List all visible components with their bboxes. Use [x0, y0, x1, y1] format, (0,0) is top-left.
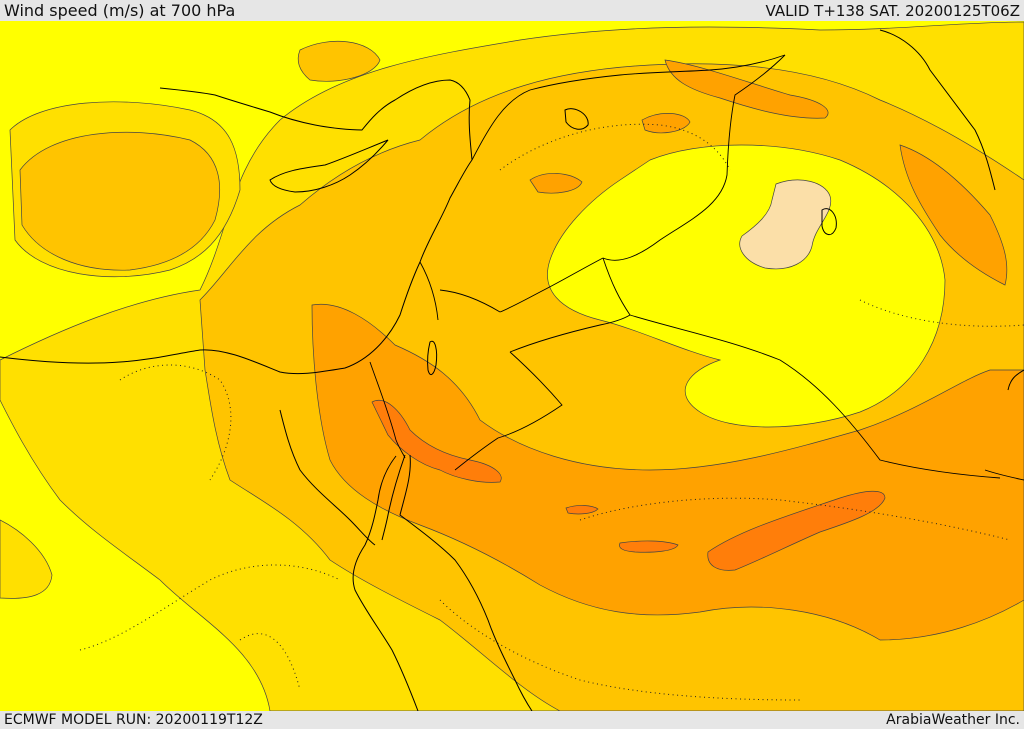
border-jordan-iraq: [454, 351, 563, 471]
band-high-patch-2: [641, 113, 691, 134]
header-bar: Wind speed (m/s) at 700 hPa VALID T+138 …: [0, 0, 1024, 21]
band-high-patch-1: [529, 173, 583, 194]
coastline-lake-urmia: [821, 208, 837, 235]
coastline-gulf-of-suez: [279, 409, 376, 546]
coastline-mediterranean-south: [0, 159, 473, 375]
band-low-southwest: [0, 519, 53, 599]
calm-area: [739, 179, 832, 270]
band-high: [311, 303, 1024, 641]
band-medium-north: [297, 40, 381, 82]
wind-speed-map: [0, 21, 1024, 711]
low-wind-core: [547, 144, 946, 428]
band-highest-patch-2: [565, 505, 599, 515]
border-egypt-israel: [369, 361, 406, 459]
border-syria-turkey: [471, 54, 786, 161]
model-run-label: ECMWF MODEL RUN: 20200119T12Z: [4, 712, 263, 728]
coastline-red-sea-east: [399, 454, 533, 711]
band-highest: [371, 400, 502, 483]
credit-label: ArabiaWeather Inc.: [886, 712, 1020, 728]
coastline-cyprus: [269, 139, 389, 193]
band-high-northeast: [899, 144, 1008, 286]
border-kuwait: [984, 469, 1024, 481]
band-highest-east: [707, 490, 886, 571]
isotach-dotted-7: [239, 633, 301, 691]
band-medium-west: [19, 131, 220, 271]
isotach-dotted-5: [439, 599, 801, 701]
band-high-north: [664, 59, 829, 119]
border-jordan-saudi: [439, 257, 631, 353]
coastline-gulf-of-aqaba: [381, 454, 406, 541]
border-west-bank: [419, 261, 439, 321]
map-title: Wind speed (m/s) at 700 hPa: [4, 1, 236, 20]
band-highest-patch-1: [619, 540, 679, 553]
coastline-turkey: [159, 79, 473, 161]
border-iraq-iran: [602, 54, 786, 261]
coastline-red-sea-west: [352, 455, 419, 711]
footer-bar: ECMWF MODEL RUN: 20200119T12Z ArabiaWeat…: [0, 711, 1024, 729]
border-syria-iraq: [499, 257, 604, 313]
isotach-dotted-2: [119, 364, 232, 481]
coastline-lake-van: [564, 108, 589, 130]
coastline-persian-gulf: [1007, 369, 1024, 391]
valid-time-label: VALID T+138 SAT. 20200125T06Z: [765, 2, 1020, 20]
isotach-dotted-4: [499, 123, 731, 171]
border-saudi-iraq: [629, 314, 1001, 479]
coastline-dead-sea: [427, 340, 438, 376]
coastline-caspian: [879, 29, 996, 191]
